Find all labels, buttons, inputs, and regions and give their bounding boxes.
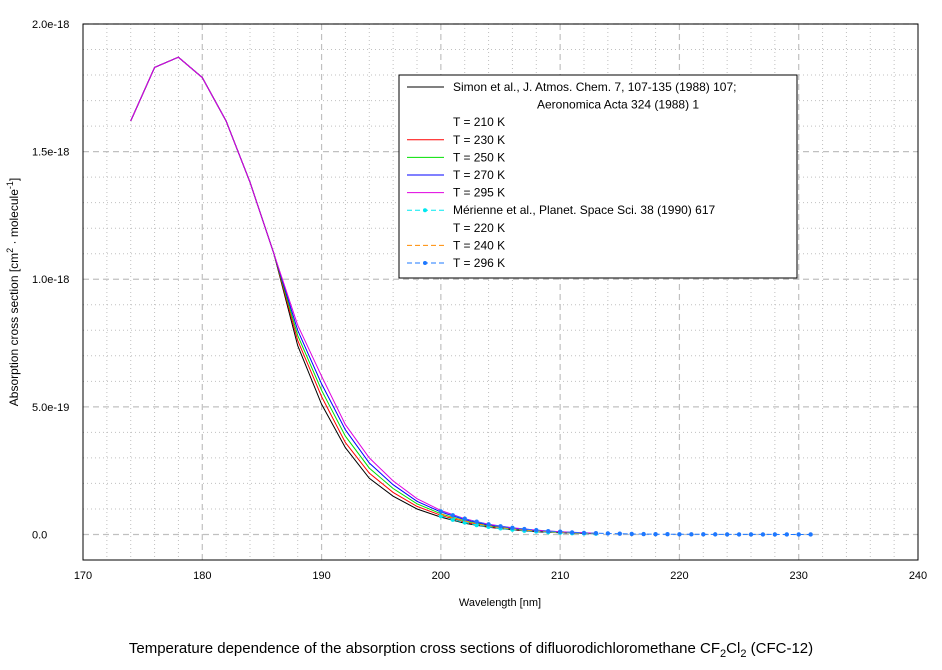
- data-point: [605, 531, 611, 536]
- y-tick-label: 5.0e-19: [32, 402, 69, 414]
- x-tick-label: 170: [74, 570, 92, 582]
- data-point: [450, 513, 455, 518]
- y-tick-label: 1.0e-18: [32, 274, 69, 286]
- y-tick-label: 2.0e-18: [32, 19, 69, 31]
- data-point: [748, 532, 754, 537]
- x-tick-label: 190: [312, 570, 330, 582]
- data-point: [653, 531, 658, 537]
- grid: [83, 23, 918, 560]
- legend-label: Aeronomica Acta 324 (1988) 1: [537, 98, 699, 112]
- data-point: [522, 526, 527, 532]
- plot-frame: [82, 23, 919, 561]
- series-lines: [130, 56, 813, 537]
- legend-label: Mérienne et al., Planet. Space Sci. 38 (…: [453, 203, 715, 217]
- data-point: [701, 532, 706, 537]
- x-tick-label: 230: [790, 570, 808, 582]
- legend-label: T = 296 K: [453, 256, 505, 270]
- data-point: [665, 532, 670, 537]
- legend: Simon et al., J. Atmos. Chem. 7, 107-135…: [398, 74, 798, 279]
- data-point: [677, 532, 682, 537]
- x-axis-label: Wavelength [nm]: [459, 597, 541, 609]
- tick-labels: 170 180 190 200 210 220 230 240 0.0 5.0e-19 1.0e-1…: [32, 19, 927, 582]
- data-point: [808, 532, 813, 537]
- data-point: [474, 519, 479, 524]
- x-tick-label: 210: [551, 570, 569, 582]
- data-point: [581, 530, 587, 536]
- data-point: [510, 525, 515, 531]
- x-tick-label: 180: [193, 570, 211, 582]
- data-point: [450, 517, 455, 522]
- data-point: [534, 527, 539, 533]
- data-point: [713, 532, 718, 537]
- data-point: [760, 532, 766, 537]
- legend-label: T = 270 K: [453, 168, 505, 182]
- y-axis-label: Absorption cross section [cm2 · molecule…: [5, 178, 21, 406]
- legend-label: T = 240 K: [453, 238, 505, 252]
- data-point: [796, 532, 801, 537]
- data-point: [736, 532, 742, 537]
- data-point: [772, 532, 778, 537]
- data-point: [438, 509, 444, 514]
- legend-label: Simon et al., J. Atmos. Chem. 7, 107-135…: [453, 80, 736, 94]
- data-point: [629, 531, 634, 537]
- figure-caption: Temperature dependence of the absorption…: [128, 640, 814, 660]
- data-point: [462, 516, 467, 521]
- series-line: [440, 511, 811, 535]
- legend-label: T = 250 K: [453, 150, 505, 164]
- legend-marker: [423, 208, 427, 213]
- x-tick-label: 200: [432, 570, 450, 582]
- data-point: [641, 531, 646, 537]
- data-point: [569, 530, 575, 535]
- legend-label: T = 230 K: [453, 133, 505, 147]
- data-point: [784, 532, 789, 537]
- data-point: [498, 524, 503, 529]
- legend-label: T = 295 K: [453, 186, 505, 200]
- y-tick-label: 1.5e-18: [32, 147, 69, 159]
- legend-label: T = 220 K: [453, 221, 505, 235]
- data-point: [438, 513, 444, 519]
- data-point: [724, 532, 730, 537]
- data-point: [617, 531, 622, 536]
- data-point: [557, 529, 563, 534]
- data-point: [593, 531, 599, 536]
- x-tick-label: 240: [909, 570, 927, 582]
- y-tick-label: 0.0: [32, 529, 47, 541]
- legend-label: T = 210 K: [453, 115, 505, 129]
- x-tick-label: 220: [670, 570, 688, 582]
- data-point: [486, 522, 491, 527]
- legend-marker: [423, 261, 427, 265]
- data-point: [546, 528, 551, 534]
- data-point: [689, 532, 694, 537]
